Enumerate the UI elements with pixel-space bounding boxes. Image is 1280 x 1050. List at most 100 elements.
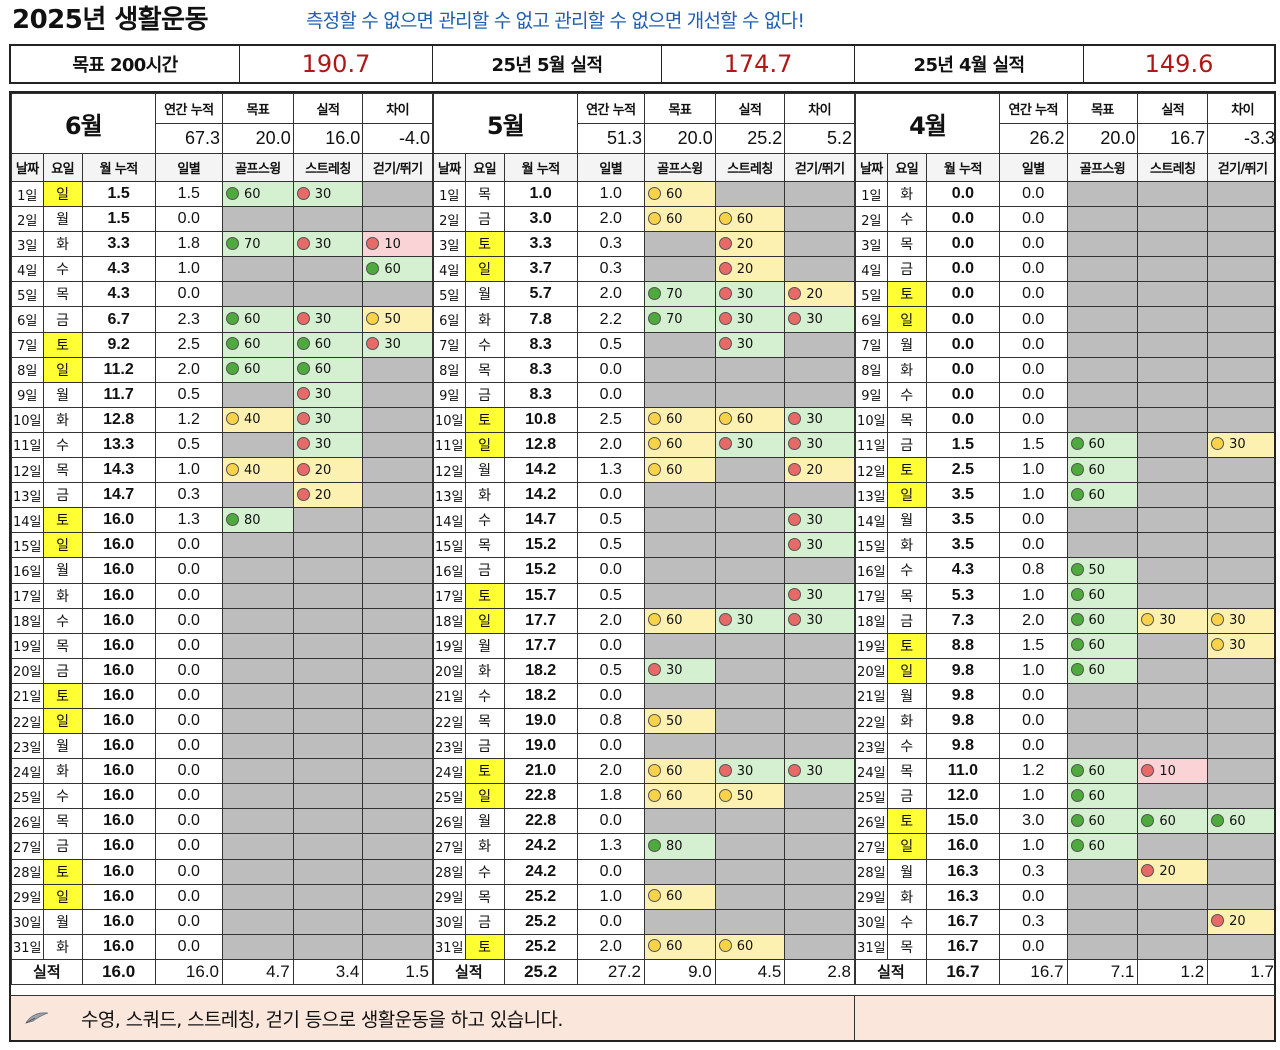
daily-cell: 0.0 <box>576 858 646 885</box>
walk-run-cell-empty <box>784 858 855 885</box>
stretching-cell-empty <box>714 833 786 860</box>
date-cell: 4일 <box>855 256 888 283</box>
stretching-cell-empty <box>292 858 364 885</box>
date-cell: 31일 <box>855 933 888 960</box>
daily-cell: 0.0 <box>998 532 1068 559</box>
walk-run-cell-empty <box>362 933 433 960</box>
daily-header: 일별 <box>998 153 1068 182</box>
dow-cell: 월 <box>464 632 505 659</box>
monthly-cumulative-cell: 14.2 <box>503 482 578 509</box>
daily-cell: 0.0 <box>154 206 224 233</box>
walk-run-cell-empty <box>362 657 433 684</box>
table-row: 9일 수 0.0 0.0 <box>855 381 1274 408</box>
stretching-cell: 30 <box>292 431 364 459</box>
stretching-cell: 60 <box>292 356 364 383</box>
golf-swing-cell: 50 <box>644 707 716 735</box>
table-row: 26일 월 22.8 0.0 <box>433 808 855 835</box>
date-cell: 26일 <box>11 808 44 835</box>
status-dot-icon <box>366 236 380 250</box>
target-value: 20.0 <box>1066 123 1139 154</box>
dow-cell: 금 <box>464 733 505 760</box>
stretching-minutes: 20 <box>736 261 754 277</box>
walk-run-cell-empty <box>362 406 433 433</box>
monthly-cumulative-cell: 4.3 <box>81 256 156 283</box>
daily-cell: 0.0 <box>998 180 1068 208</box>
table-row: 14일 월 3.5 0.0 <box>855 507 1274 534</box>
table-row: 12일 목 14.3 1.0 40 20 <box>11 457 433 484</box>
daily-cell: 0.0 <box>576 632 646 659</box>
dow-cell: 월 <box>42 733 83 760</box>
table-row: 3일 화 3.3 1.8 70 30 10 <box>11 231 433 258</box>
status-dot-icon <box>788 763 802 777</box>
daily-cell: 0.3 <box>576 256 646 283</box>
daily-cell: 3.0 <box>998 808 1068 835</box>
walk-run-cell-empty <box>1207 507 1274 534</box>
golf-swing-cell-empty <box>222 256 294 283</box>
daily-cell: 0.0 <box>154 657 224 684</box>
table-row: 12일 토 2.5 1.0 60 <box>855 457 1274 484</box>
monthly-cumulative-cell: 15.7 <box>503 582 578 609</box>
monthly-cumulative-cell: 16.0 <box>81 682 156 709</box>
date-cell: 22일 <box>855 707 888 735</box>
walk-run-cell-empty <box>362 482 433 509</box>
date-cell: 26일 <box>433 808 466 835</box>
stretching-cell-empty <box>1137 507 1209 534</box>
date-cell: 6일 <box>433 306 466 333</box>
monthly-cumulative-cell: 15.2 <box>503 532 578 559</box>
dow-cell: 토 <box>886 808 927 835</box>
target-header: 목표 <box>222 93 294 124</box>
monthly-cumulative-cell: 3.3 <box>503 231 578 258</box>
daily-cell: 0.0 <box>998 933 1068 960</box>
date-cell: 25일 <box>11 783 44 810</box>
monthly-cumulative-cell: 15.0 <box>925 808 1000 835</box>
stretching-cell-empty <box>1137 331 1209 358</box>
daily-cell: 0.3 <box>154 482 224 509</box>
walk-run-minutes: 30 <box>806 312 823 328</box>
monthly-cumulative-cell: 0.0 <box>925 306 1000 333</box>
stretching-minutes: 30 <box>736 763 754 779</box>
golf-swing-cell-empty <box>222 582 294 609</box>
total-stretching: 1.2 <box>1137 958 1209 985</box>
golf-swing-minutes: 60 <box>1088 813 1106 829</box>
stretching-minutes: 60 <box>736 939 754 955</box>
daily-cell: 0.0 <box>154 281 224 308</box>
status-dot-icon <box>648 663 662 677</box>
table-row: 16일 금 15.2 0.0 <box>433 557 855 584</box>
stretching-header: 스트레칭 <box>292 153 364 182</box>
table-row: 27일 화 24.2 1.3 80 <box>433 833 855 860</box>
monthly-cumulative-cell: 3.3 <box>81 231 156 258</box>
dow-cell: 일 <box>42 707 83 735</box>
dow-cell: 토 <box>42 331 83 358</box>
total-walk-run: 1.7 <box>1207 958 1274 985</box>
dow-cell: 금 <box>886 607 927 634</box>
stretching-cell: 60 <box>714 206 786 233</box>
status-dot-icon <box>788 588 802 602</box>
golf-swing-minutes: 60 <box>1088 663 1106 679</box>
walk-run-cell: 20 <box>784 281 855 308</box>
walk-run-cell-empty <box>1207 457 1274 484</box>
golf-swing-minutes: 80 <box>666 838 683 854</box>
total-monthly: 16.7 <box>925 958 1000 985</box>
daily-cell: 0.0 <box>998 381 1068 408</box>
daily-cell: 0.0 <box>998 406 1068 433</box>
golf-swing-cell: 50 <box>1066 557 1139 584</box>
walk-run-cell-empty <box>1207 281 1274 308</box>
table-row: 28일 월 16.3 0.3 20 <box>855 858 1274 885</box>
table-row: 7일 토 9.2 2.5 60 60 30 <box>11 331 433 358</box>
total-monthly: 16.0 <box>81 958 156 985</box>
stretching-minutes: 10 <box>1159 763 1176 779</box>
monthly-cumulative-cell: 16.3 <box>925 858 1000 885</box>
status-dot-icon <box>718 788 732 802</box>
diff-value: 5.2 <box>784 123 855 154</box>
monthly-cumulative-cell: 16.0 <box>81 858 156 885</box>
table-row: 20일 금 16.0 0.0 <box>11 657 433 684</box>
daily-cell: 0.5 <box>576 657 646 684</box>
total-monthly: 25.2 <box>503 958 578 985</box>
monthly-cumulative-cell: 9.8 <box>925 682 1000 709</box>
table-row: 21일 토 16.0 0.0 <box>11 682 433 709</box>
stretching-cell: 30 <box>292 381 364 408</box>
stretching-cell-empty <box>714 733 786 760</box>
golf-swing-cell-empty <box>1066 858 1139 885</box>
daily-cell: 1.0 <box>998 457 1068 484</box>
target-value: 20.0 <box>644 123 716 154</box>
